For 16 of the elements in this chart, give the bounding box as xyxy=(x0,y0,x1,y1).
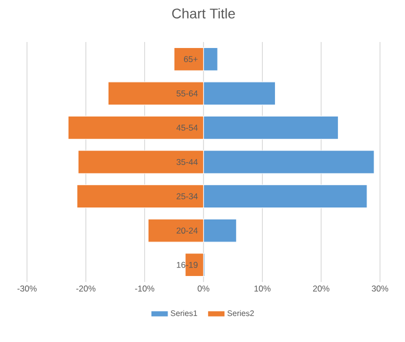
y-tick-label: 65+ xyxy=(184,56,198,62)
y-tick-label: 25-34 xyxy=(176,193,198,200)
chart-title: Chart Title xyxy=(172,8,235,19)
x-tick-label: 10% xyxy=(254,286,271,292)
y-tick-label: 55-64 xyxy=(176,90,198,96)
x-tick-label: -20% xyxy=(76,286,96,292)
legend-label: Series2 xyxy=(227,310,254,316)
y-tick-label: 20-24 xyxy=(176,228,198,234)
x-tick-label: -30% xyxy=(17,286,37,292)
y-tick-label: 35-44 xyxy=(176,158,198,166)
x-tick-label: 20% xyxy=(313,286,330,292)
x-tick-label: -10% xyxy=(135,286,154,292)
x-tick-label: 30% xyxy=(372,286,388,292)
legend-label: Series1 xyxy=(170,310,198,316)
x-tick-label: 0% xyxy=(198,286,210,292)
y-tick-label: 45-54 xyxy=(176,124,198,131)
